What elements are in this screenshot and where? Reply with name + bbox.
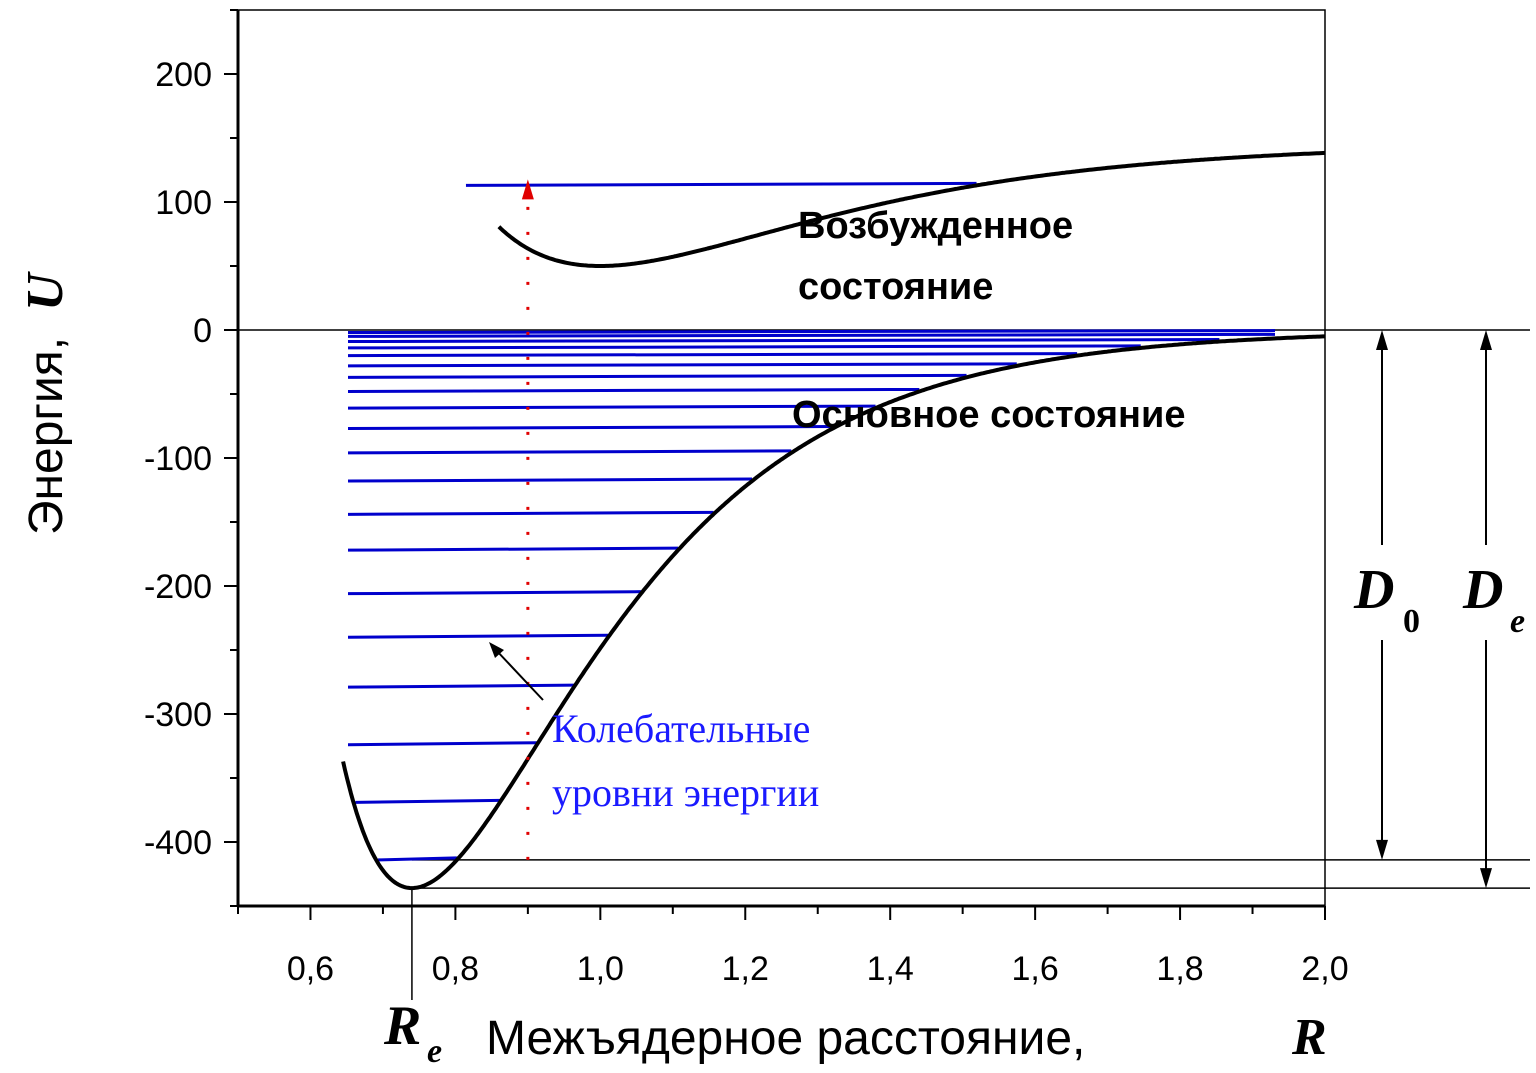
x-tick-label: 2,0 [1301,950,1348,988]
x-axis-symbol: R [1291,1009,1327,1066]
y-ticks: 200 100 0 -100 -200 -300 -400 [144,9,238,907]
vib-level [347,510,714,516]
vib-pointer-head [489,642,504,658]
re-subscript: e [427,1033,442,1070]
vib-level [347,741,537,747]
ground-label: Основное состояние [792,394,1186,436]
vib-level [347,404,876,410]
y-tick-label: 200 [155,56,212,94]
y-axis-title-group: Энергия, U [17,271,74,535]
vib-level [347,387,920,393]
x-tick-label: 1,4 [867,950,914,988]
x-tick-label: 1,8 [1156,950,1203,988]
dissociation-arrows [1376,330,1492,889]
x-axis-title: Межъядерное расстояние, [486,1012,1085,1065]
y-tick-label: -200 [144,568,212,606]
vib-pointer-line [495,649,544,701]
excited-label-line2: состояние [798,266,993,308]
de-arrow-head-top [1480,330,1492,350]
y-tick-label: -100 [144,440,212,478]
re-label: R [383,995,421,1057]
vib-level [347,329,1276,335]
vib-level [347,477,753,483]
vib-level [347,362,1017,368]
vib-label-line1: Колебательные [552,706,810,751]
vib-level [347,633,609,639]
vibrational-levels [347,181,1276,862]
y-axis-title: Энергия, [20,337,73,535]
d0-label: D [1353,559,1394,621]
vib-level [347,683,574,689]
x-tick-label: 1,2 [722,950,769,988]
vib-level [347,373,967,379]
vib-level [347,449,792,455]
vib-level [347,590,641,596]
x-tick-label: 0,6 [287,950,334,988]
y-axis-symbol: U [17,271,74,311]
y-tick-label: -300 [144,696,212,734]
vib-label-line2: уровни энергии [552,770,819,815]
x-tick-label: 0,8 [432,950,479,988]
vib-level [347,352,1078,358]
de-subscript: e [1510,603,1525,640]
transition-arrow-head [521,179,534,200]
d0-subscript: 0 [1403,603,1420,640]
d0-arrow-head-bottom [1376,839,1388,860]
vib-level [347,546,679,552]
ground-state-curve [341,334,1325,891]
vib-level [378,856,457,862]
vib-level [347,425,833,431]
vib-level [347,332,1276,338]
vib-level [355,798,500,804]
x-tick-label: 1,0 [577,950,624,988]
excited-state-curve [497,150,1326,268]
de-arrow-head-bottom [1480,868,1492,889]
de-label: D [1462,559,1503,621]
y-tick-label: 0 [193,312,212,350]
excited-label-line1: Возбужденное [798,205,1073,247]
vib-level [347,338,1220,344]
y-tick-label: -400 [144,824,212,862]
vib-level [347,344,1141,350]
x-ticks: 0,6 0,8 1,0 1,2 1,4 1,6 1,8 2,0 [237,906,1349,988]
x-tick-label: 1,6 [1012,950,1059,988]
d0-arrow-head-top [1376,330,1388,350]
y-tick-label: 100 [155,184,212,222]
excited-vib-level [465,181,977,187]
